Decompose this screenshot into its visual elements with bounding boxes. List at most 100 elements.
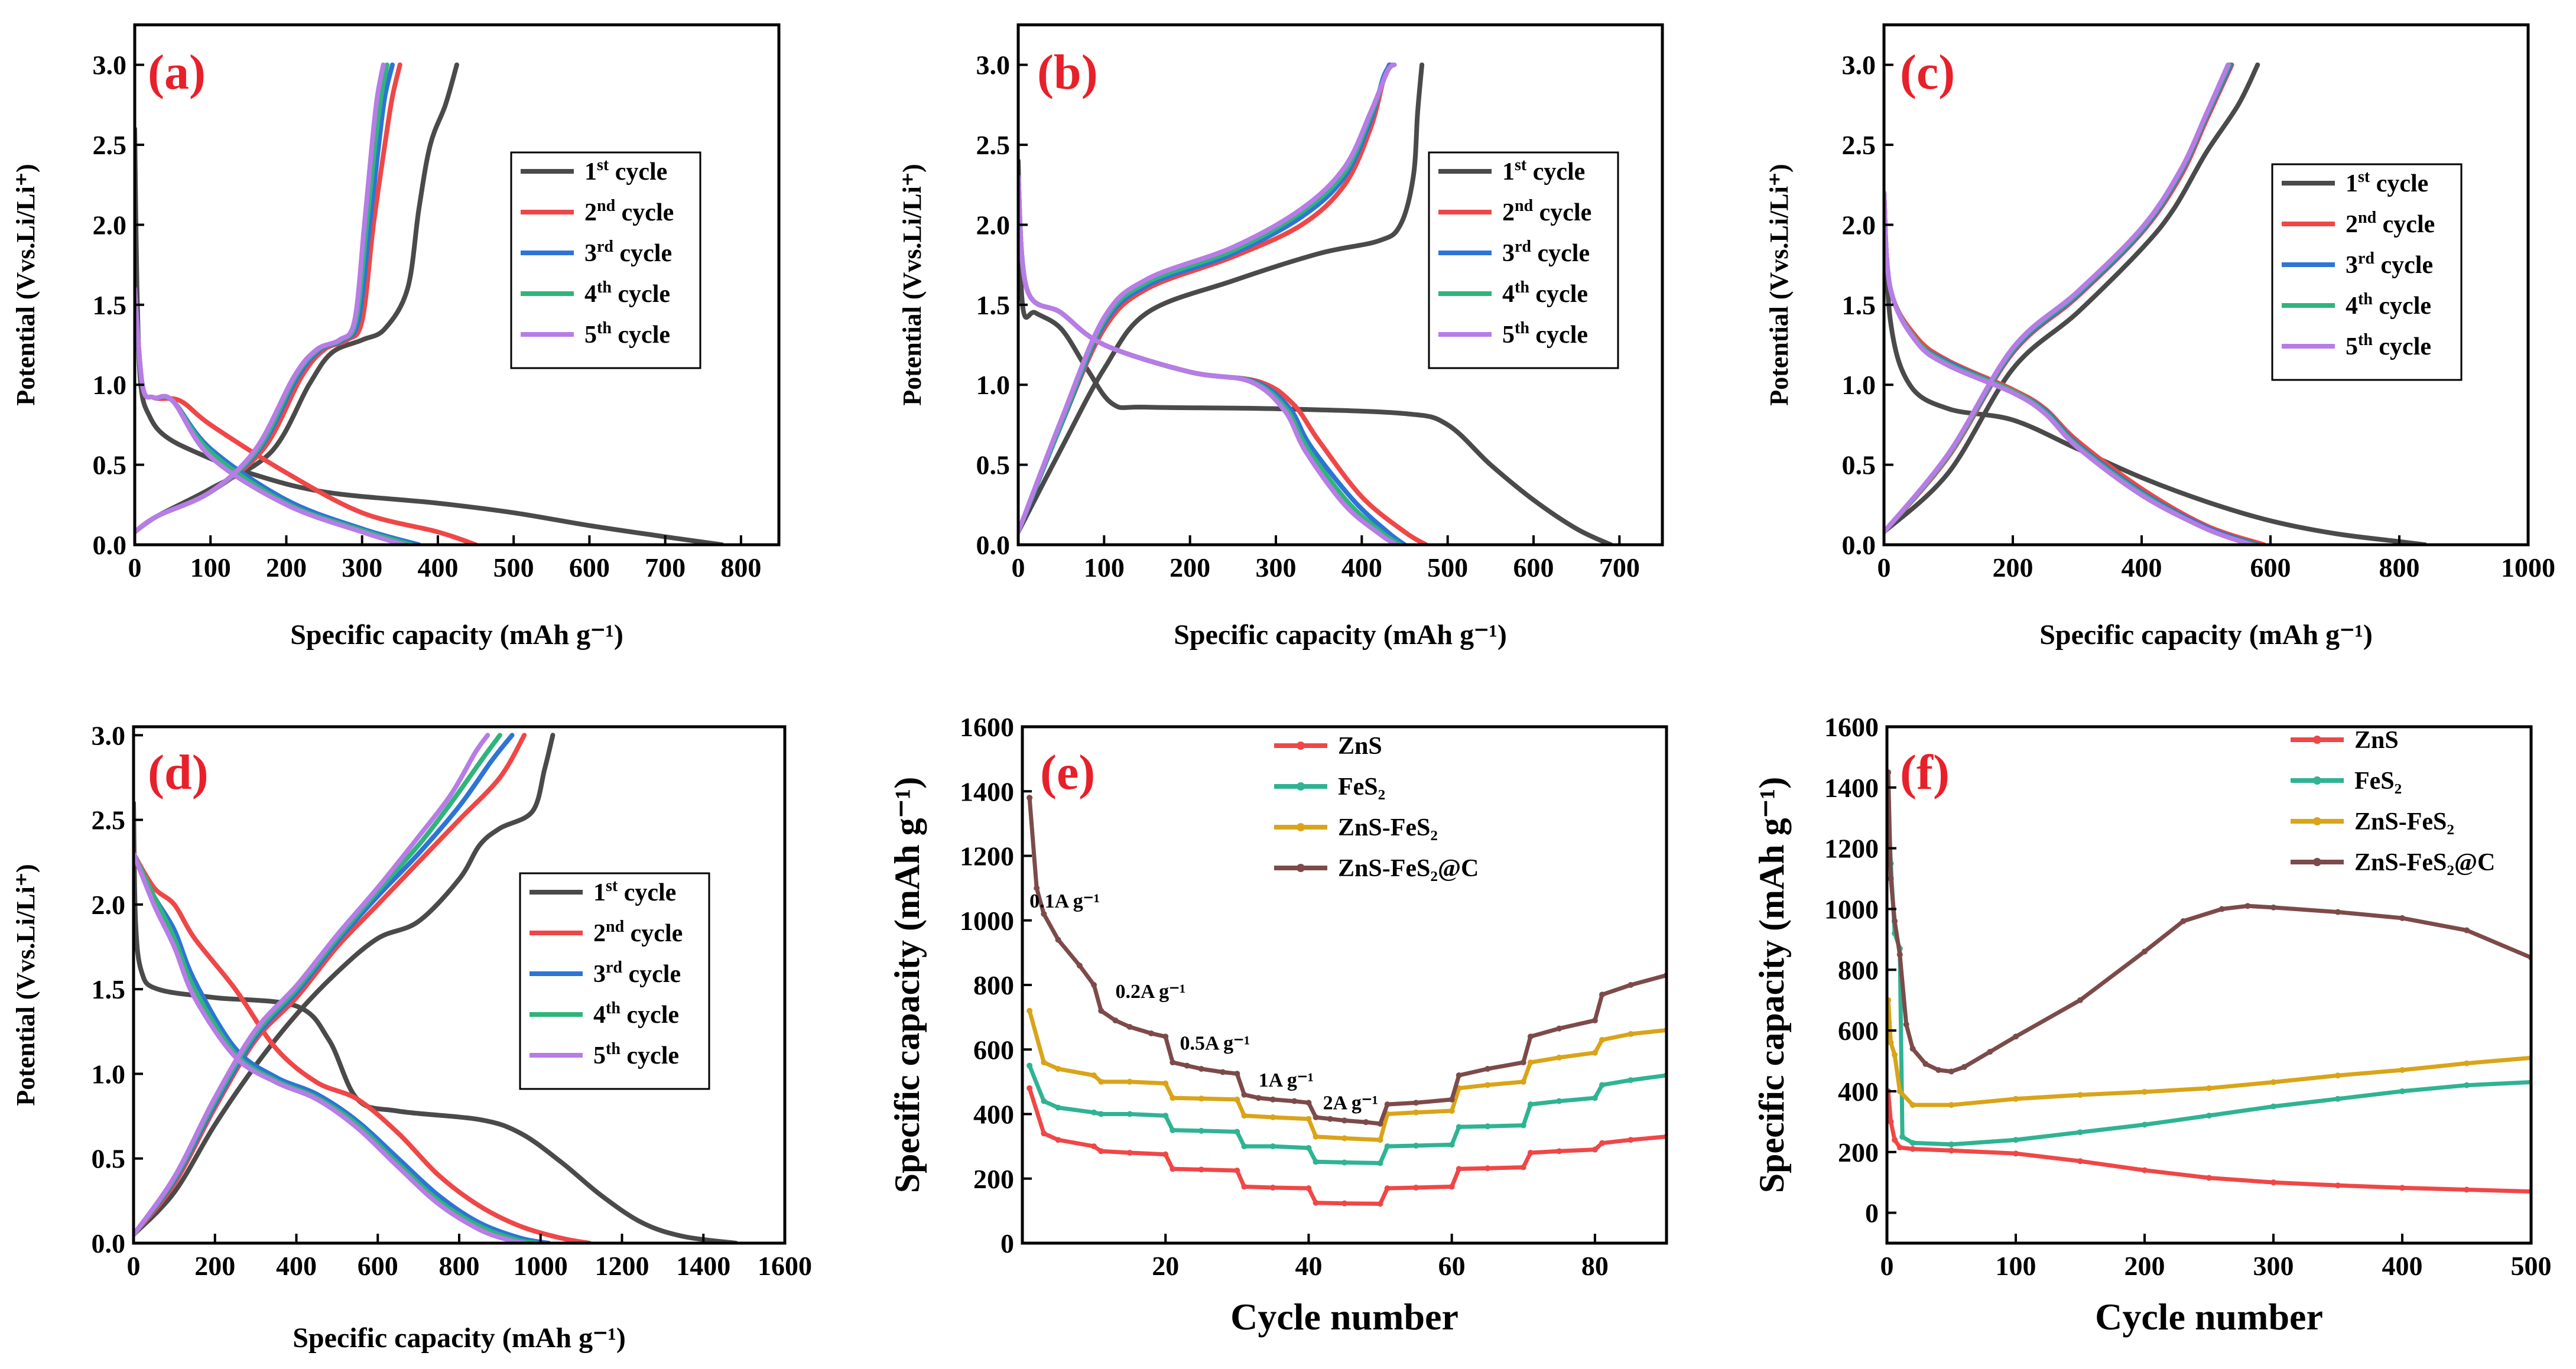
data-point-f-0-1 <box>1888 1118 1894 1125</box>
data-point-e-2-13 <box>1313 1133 1319 1140</box>
data-point-f-0-2 <box>1892 1137 1898 1143</box>
x-tick-label-d-7: 1400 <box>676 1251 730 1281</box>
data-point-e-1-24 <box>1591 1095 1598 1101</box>
y-tick-label-c-5: 2.5 <box>1842 130 1876 160</box>
data-point-f-0-10 <box>2270 1179 2276 1186</box>
y-tick-label-f-2: 400 <box>1838 1077 1879 1107</box>
x-tick-label-d-3: 600 <box>358 1251 398 1281</box>
data-point-e-0-4 <box>1098 1148 1105 1155</box>
y-tick-label-f-1: 200 <box>1838 1137 1879 1168</box>
y-tick-label-a-5: 2.5 <box>93 130 127 160</box>
y-tick-label-b-3: 1.5 <box>976 290 1011 320</box>
x-tick-label-b-5: 500 <box>1427 552 1468 583</box>
plot-area-e <box>1026 795 1667 1207</box>
data-point-f-3-8 <box>1948 1068 1954 1075</box>
data-point-e-1-18 <box>1448 1142 1455 1148</box>
data-point-f-3-7 <box>1935 1066 1942 1073</box>
data-point-e-3-11 <box>1170 1059 1176 1066</box>
series-line-b-cycle3-discharge <box>1018 174 1407 545</box>
data-point-e-3-31 <box>1520 1059 1526 1066</box>
data-point-e-2-15 <box>1377 1137 1383 1143</box>
data-point-e-3-5 <box>1091 982 1097 988</box>
x-tick-label-c-5: 1000 <box>2501 552 2555 583</box>
data-point-e-0-26 <box>1628 1137 1634 1143</box>
panel-label-f: (f) <box>1900 745 1950 800</box>
data-point-e-0-1 <box>1041 1130 1047 1137</box>
data-point-e-3-25 <box>1377 1120 1383 1127</box>
data-point-e-1-21 <box>1520 1122 1526 1129</box>
data-point-e-1-14 <box>1341 1159 1347 1166</box>
x-tick-label-c-2: 400 <box>2122 552 2162 583</box>
x-tick-label-f-4: 400 <box>2382 1251 2423 1281</box>
plot-area-c <box>1884 62 2428 545</box>
data-point-e-3-12 <box>1184 1062 1190 1069</box>
x-tick-label-c-4: 800 <box>2379 552 2420 583</box>
series-line-d-cycle5-discharge <box>134 851 527 1243</box>
y-tick-label-d-6: 3.0 <box>92 720 126 750</box>
data-point-e-2-17 <box>1413 1109 1419 1116</box>
data-point-e-1-3 <box>1091 1109 1097 1116</box>
plot-area-b <box>1018 62 1613 545</box>
legend-label-f-2: ZnS-FeS₂ <box>2354 808 2454 835</box>
data-point-e-0-2 <box>1055 1137 1061 1143</box>
series-line-b-cycle1-charge <box>1018 62 1425 535</box>
y-tick-label-d-5: 2.5 <box>92 805 126 835</box>
legend-label-d-3: 4th cycle <box>593 999 679 1029</box>
y-tick-label-c-3: 1.5 <box>1842 290 1876 320</box>
legend-marker-f-2 <box>2313 817 2321 825</box>
series-line-b-cycle5-discharge <box>1018 174 1399 545</box>
data-point-e-2-4 <box>1098 1078 1105 1085</box>
y-axis-label-f: Specific capacity (mAh g⁻¹) <box>1752 777 1791 1194</box>
legend-label-b-2: 3rd cycle <box>1502 238 1590 267</box>
y-tick-label-c-6: 3.0 <box>1842 50 1876 80</box>
series-line-e-0 <box>1027 1086 1667 1206</box>
data-point-f-0-11 <box>2335 1182 2341 1189</box>
x-axis-label-c: Specific capacity (mAh g⁻¹) <box>2039 619 2373 651</box>
data-point-e-3-4 <box>1076 962 1083 969</box>
data-point-e-3-23 <box>1341 1117 1347 1124</box>
data-point-f-3-17 <box>2270 904 2276 911</box>
rate-annotation-0: 0.1A g⁻¹ <box>1029 890 1100 912</box>
y-tick-label-d-4: 2.0 <box>92 890 126 920</box>
x-tick-label-d-2: 400 <box>276 1251 317 1281</box>
legend-label-a-3: 4th cycle <box>584 278 670 308</box>
data-point-f-2-4 <box>1909 1102 1916 1108</box>
legend-marker-e-2 <box>1297 823 1305 831</box>
data-point-e-2-21 <box>1520 1078 1526 1085</box>
data-point-e-1-23 <box>1556 1098 1563 1104</box>
rate-annotation-4: 2A g⁻¹ <box>1323 1092 1378 1114</box>
y-axis-label-c: Potential (Vvs.Li/Li⁺) <box>1765 164 1794 405</box>
series-line-c-cycle4-discharge <box>1884 190 2257 545</box>
plot-area-f <box>1887 769 2531 1195</box>
legend-label-a-2: 3rd cycle <box>584 238 672 267</box>
legend-label-b-4: 5th cycle <box>1502 319 1588 349</box>
data-point-f-3-14 <box>2180 918 2187 925</box>
legend-label-c-4: 5th cycle <box>2346 331 2431 360</box>
series-line-c-cycle2-discharge <box>1884 190 2267 545</box>
data-point-e-2-1 <box>1041 1059 1047 1066</box>
x-axis-label-e: Cycle number <box>1230 1296 1458 1338</box>
series-line-d-cycle3-discharge <box>134 851 551 1243</box>
x-tick-label-b-2: 200 <box>1170 552 1210 583</box>
y-tick-label-e-1: 200 <box>973 1164 1014 1194</box>
axes-frame-a <box>133 23 781 547</box>
x-tick-label-f-0: 0 <box>1880 1251 1894 1281</box>
data-point-e-2-9 <box>1234 1096 1240 1103</box>
x-tick-label-b-1: 100 <box>1084 552 1125 583</box>
series-line-c-cycle5-charge <box>1884 62 2231 535</box>
data-point-f-3-19 <box>2399 915 2405 921</box>
data-point-e-3-18 <box>1269 1096 1276 1103</box>
data-point-f-1-5 <box>1909 1140 1916 1146</box>
data-point-f-3-12 <box>2077 997 2083 1003</box>
series-line-c-cycle4-charge <box>1884 62 2232 535</box>
rate-annotation-3: 1A g⁻¹ <box>1259 1069 1314 1091</box>
x-tick-label-f-3: 300 <box>2253 1251 2294 1281</box>
chart-panel-b: 0 100 200 300 400 500 600 700 0.0 0.5 1.0 1.5 2.0 2.5… <box>898 23 1664 651</box>
legend-label-b-1: 2nd cycle <box>1502 197 1591 226</box>
data-point-e-1-0 <box>1026 1062 1033 1069</box>
series-line-d-cycle1-charge <box>134 733 556 1237</box>
legend-label-f-1: FeS₂ <box>2354 768 2402 795</box>
x-tick-label-d-6: 1200 <box>595 1251 649 1281</box>
legend-label-c-2: 3rd cycle <box>2346 249 2433 279</box>
y-tick-label-b-4: 2.0 <box>976 210 1011 240</box>
